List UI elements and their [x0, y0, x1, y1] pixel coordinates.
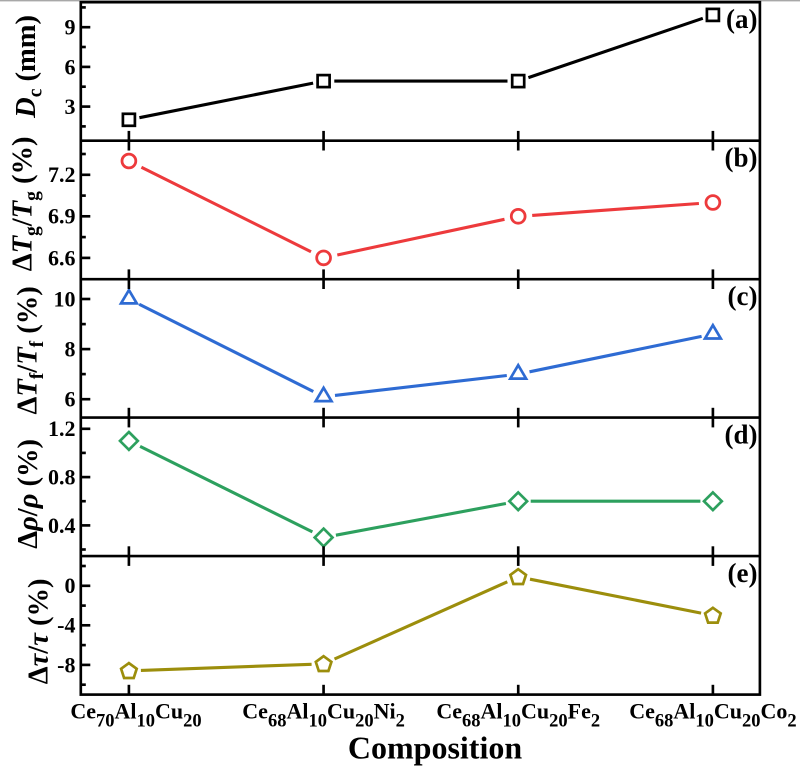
svg-text:6: 6	[65, 54, 76, 79]
svg-text:(c): (c)	[728, 281, 758, 311]
svg-text:7.2: 7.2	[48, 162, 76, 187]
svg-text:Ce68Al10Cu20Co2: Ce68Al10Cu20Co2	[629, 699, 796, 732]
svg-text:ΔTf/Tf (%): ΔTf/Tf (%)	[13, 286, 49, 414]
svg-text:6.6: 6.6	[48, 245, 76, 270]
svg-text:Composition: Composition	[348, 730, 522, 766]
svg-text:6: 6	[65, 387, 76, 412]
svg-text:0.4: 0.4	[48, 513, 76, 538]
svg-text:Ce70Al10Cu20: Ce70Al10Cu20	[70, 699, 201, 732]
svg-text:0.8: 0.8	[48, 465, 76, 490]
svg-text:Ce68Al10Cu20Ni2: Ce68Al10Cu20Ni2	[242, 699, 405, 732]
svg-text:Δτ/τ (%): Δτ/τ (%)	[24, 579, 55, 685]
svg-text:3: 3	[65, 94, 76, 119]
svg-text:(b): (b)	[725, 143, 758, 173]
svg-text:9: 9	[65, 15, 76, 40]
svg-text:-4: -4	[57, 613, 75, 638]
svg-text:Δρ/ρ (%): Δρ/ρ (%)	[13, 439, 44, 549]
svg-text:(d): (d)	[725, 420, 758, 450]
svg-text:0: 0	[65, 573, 76, 598]
svg-text:(a): (a)	[726, 4, 757, 34]
svg-text:ΔTg/Tg (%): ΔTg/Tg (%)	[8, 137, 44, 272]
svg-text:8: 8	[65, 337, 76, 362]
svg-text:Dc (mm): Dc (mm)	[11, 15, 47, 119]
svg-text:10: 10	[54, 286, 76, 311]
svg-text:1.2: 1.2	[48, 416, 76, 441]
svg-text:-8: -8	[57, 652, 75, 677]
svg-text:(e): (e)	[728, 558, 758, 588]
svg-text:Ce68Al10Cu20Fe2: Ce68Al10Cu20Fe2	[436, 699, 600, 732]
svg-text:6.9: 6.9	[48, 204, 76, 229]
